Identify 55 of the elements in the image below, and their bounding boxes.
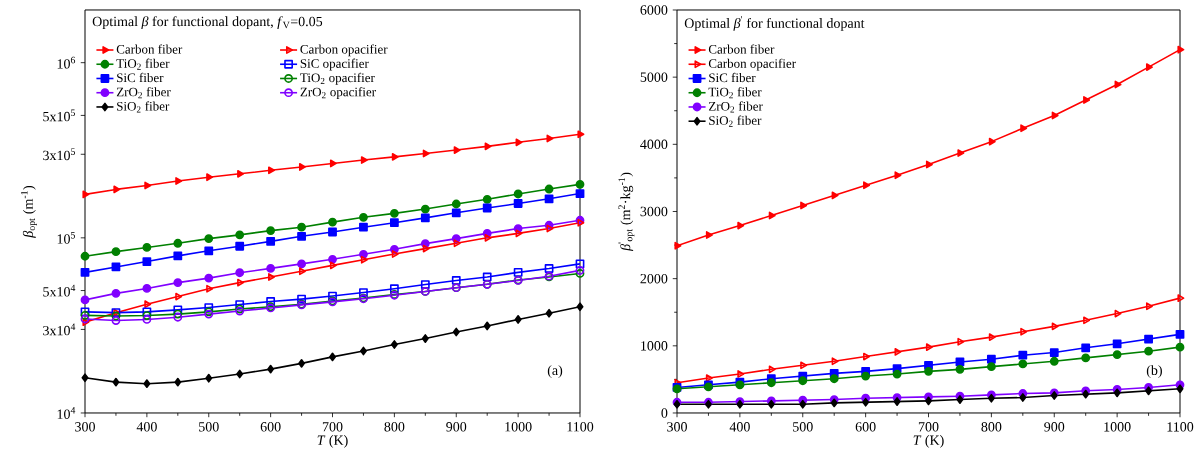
x-tick-label: 1000 <box>1104 422 1131 432</box>
y-tick-label: 1000 <box>641 341 668 351</box>
x-axis-title: T (K) <box>913 435 944 448</box>
x-tick-label: 700 <box>322 422 343 432</box>
y-tick-label: 5x10$^{4}$ <box>43 284 76 297</box>
x-axis-title: T (K) <box>317 435 348 448</box>
x-tick-label: 500 <box>793 422 813 432</box>
legend-title: Optimal β for functional dopant, f$_{V}$=0.05 <box>92 16 323 30</box>
legend-label: TiO$_{2}$ fiber <box>116 58 170 70</box>
annotation: (a) <box>547 365 563 378</box>
x-tick-label: 400 <box>136 422 157 432</box>
y-tick-label: 3x10$^{4}$ <box>43 323 76 336</box>
x-tick-label: 600 <box>855 422 876 432</box>
legend-label: ZrO$_{2}$ opacifier <box>300 87 376 100</box>
y-tick-label: 6000 <box>640 5 668 15</box>
x-tick-label: 700 <box>918 422 939 432</box>
legend-label: Carbon opacifier <box>708 58 796 71</box>
legend-label: SiO$_{2}$ fiber <box>709 115 762 127</box>
legend-label: SiO$_{2}$ fiber <box>117 101 170 113</box>
x-tick-label: 800 <box>981 422 1002 432</box>
x-tick-label: 300 <box>75 422 95 432</box>
x-tick-label: 900 <box>1044 422 1065 432</box>
y-tick-label: 10$^{4}$ <box>57 407 76 419</box>
y-tick-label: 3x10$^{5}$ <box>43 148 76 161</box>
y-tick-label: 3000 <box>640 206 668 217</box>
x-tick-label: 400 <box>729 422 750 432</box>
legend-label: SiC fiber <box>117 72 164 83</box>
x-tick-label: 500 <box>199 422 219 432</box>
legend-label: Carbon fiber <box>116 44 183 54</box>
x-tick-label: 800 <box>384 422 405 432</box>
legend-label: Carbon fiber <box>708 44 775 54</box>
y-tick-label: 5x10$^{5}$ <box>43 109 76 122</box>
y-tick-label: 0 <box>661 408 668 418</box>
x-tick-label: 600 <box>260 422 281 432</box>
y-axis-title: β$^{'}$$_{opt}$ (m$^{2}$·kg$^{-1}$) <box>618 172 635 252</box>
legend-label: Carbon opacifier <box>300 44 388 57</box>
y-tick-label: 2000 <box>640 273 668 284</box>
y-tick-label: 10$^{5}$ <box>57 231 76 244</box>
annotation: (b) <box>1146 365 1162 378</box>
y-tick-label: 10$^{6}$ <box>57 56 76 69</box>
legend-title: Optimal β$^{'}$ for functional dopant <box>684 16 865 31</box>
y-tick-label: 5000 <box>640 72 668 82</box>
x-tick-label: 1100 <box>1167 422 1194 432</box>
x-tick-label: 1000 <box>505 422 532 432</box>
legend-label: SiC opacifier <box>300 58 369 71</box>
legend-label: ZrO$_{2}$ fiber <box>708 101 763 113</box>
legend-label: ZrO$_{2}$ fiber <box>116 87 171 99</box>
x-tick-label: 1100 <box>567 422 594 432</box>
legend-label: TiO$_{2}$ opacifier <box>300 72 375 85</box>
y-tick-label: 4000 <box>640 139 668 150</box>
y-axis-title: β$_{opt}$ (m$^{-1}$) <box>21 185 37 238</box>
x-tick-label: 300 <box>667 422 687 432</box>
x-tick-label: 900 <box>446 422 467 432</box>
legend-label: SiC fiber <box>709 72 756 83</box>
legend-label: TiO$_{2}$ fiber <box>708 87 762 99</box>
